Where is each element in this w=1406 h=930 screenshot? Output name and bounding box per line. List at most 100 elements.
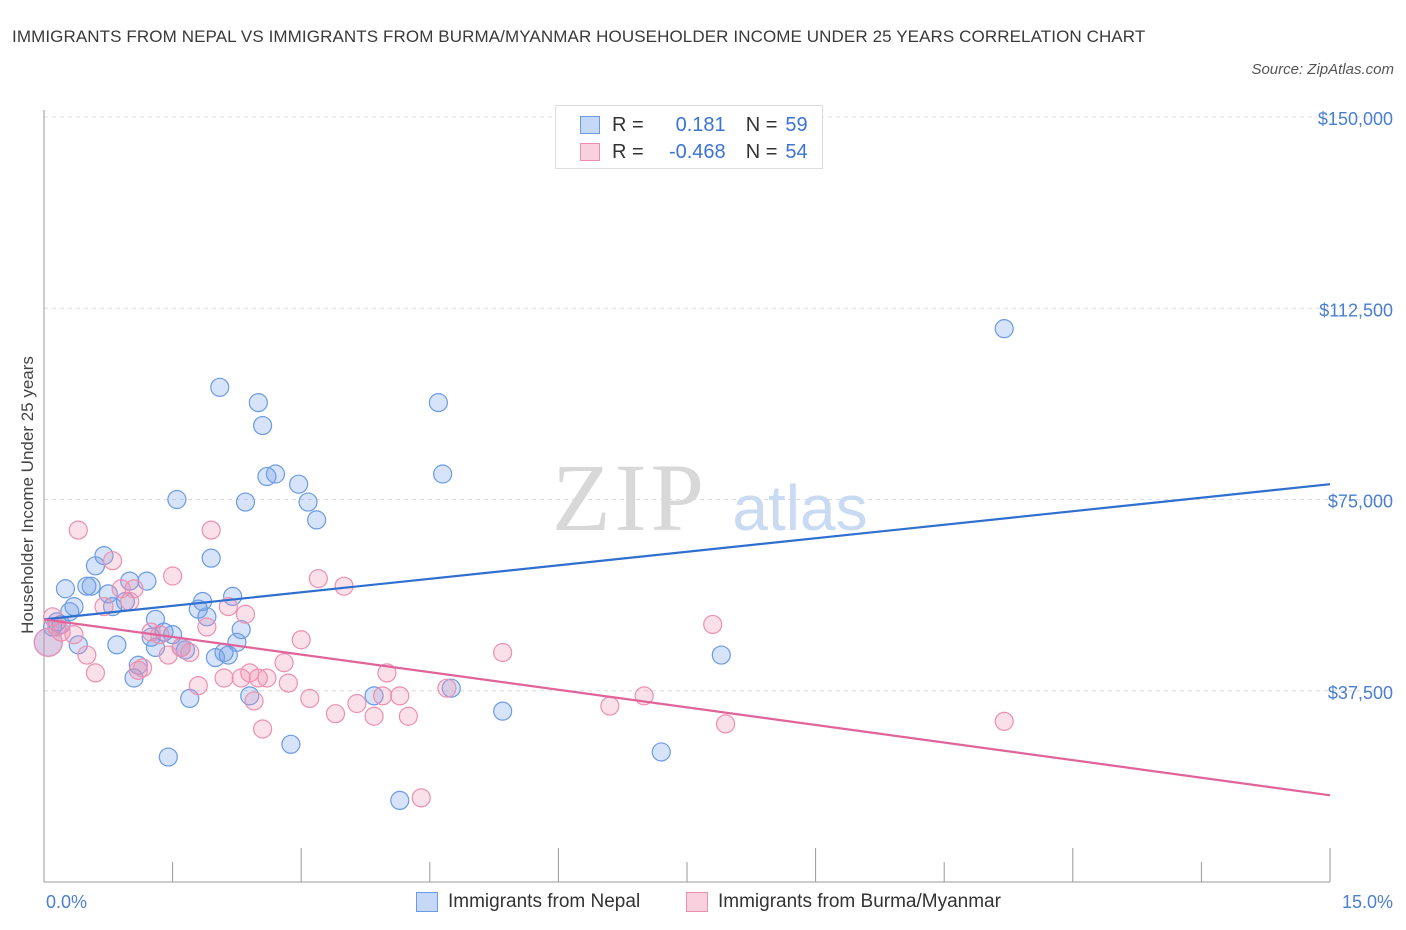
correlation-legend: R = 0.181 N = 59 R = -0.468 N = 54: [555, 105, 823, 169]
burma-point: [77, 645, 97, 665]
trend-line-nepal: [43, 483, 1331, 621]
nepal-point: [433, 464, 453, 484]
nepal-point: [307, 510, 327, 530]
burma-point: [308, 568, 328, 589]
nepal-point: [253, 415, 273, 436]
burma-point: [132, 658, 153, 678]
nepal-point: [711, 645, 731, 665]
nepal-point: [197, 607, 217, 627]
nepal-point: [235, 492, 256, 512]
legend-row-burma: R = -0.468 N = 54: [580, 139, 808, 165]
x-ticks: [172, 848, 1331, 882]
burma-point: [257, 668, 277, 688]
nepal-point: [298, 492, 318, 512]
burma-point: [163, 566, 183, 586]
series-burma-points: [33, 520, 1014, 808]
x-tick-label-min: 0.0%: [46, 892, 87, 912]
x-tick-label-max: 15.0%: [1342, 892, 1393, 912]
y-tick-label: $150,000: [1318, 109, 1393, 129]
legend-n-value-burma: 54: [785, 140, 808, 163]
legend-r-value-nepal: 0.181: [675, 113, 726, 136]
y-tick-label: $37,500: [1328, 683, 1393, 703]
burma-point: [197, 617, 217, 637]
burma-point: [437, 678, 457, 698]
series-legend-nepal: Immigrants from Nepal: [416, 888, 640, 916]
series-legend-nepal-label: Immigrants from Nepal: [448, 891, 641, 912]
nepal-point: [994, 319, 1014, 339]
burma-point: [398, 706, 418, 726]
legend-r-label: R =: [612, 113, 644, 136]
nepal-point: [64, 596, 84, 617]
burma-point: [180, 642, 200, 663]
burma-point: [244, 691, 264, 711]
nepal-point: [390, 790, 410, 811]
nepal-point: [210, 377, 230, 397]
series-legend-burma: Immigrants from Burma/Myanmar: [686, 888, 1001, 916]
nepal-point: [231, 619, 251, 640]
burma-point: [493, 642, 513, 663]
nepal-point: [651, 742, 671, 762]
nepal-point: [248, 393, 268, 413]
burma-point: [85, 663, 106, 683]
watermark-atlas: atlas: [732, 472, 867, 544]
watermark-zip: ZIP: [552, 444, 708, 551]
nepal-point: [81, 576, 101, 596]
y-tick-labels: $37,500 $75,000 $112,500 $150,000: [1318, 109, 1393, 703]
burma-point: [278, 673, 298, 693]
y-tick-label: $112,500: [1319, 300, 1393, 320]
burma-point: [68, 520, 88, 540]
burma-point: [715, 714, 736, 734]
nepal-swatch-icon: [580, 116, 600, 134]
burma-point: [124, 579, 144, 599]
nepal-legend-icon: [416, 892, 438, 912]
nepal-point: [158, 747, 178, 767]
burma-point: [102, 551, 123, 571]
burma-point: [64, 625, 84, 645]
nepal-point: [428, 393, 448, 413]
burma-point: [214, 668, 234, 688]
series-nepal-points: [33, 319, 1014, 811]
nepal-point: [55, 579, 76, 599]
burma-point: [291, 630, 311, 650]
burma-point: [188, 676, 208, 696]
gridlines: [44, 116, 1393, 692]
burma-point: [347, 693, 367, 714]
nepal-point: [281, 734, 301, 754]
burma-point: [274, 653, 294, 673]
burma-point: [364, 706, 384, 726]
burma-point: [94, 596, 114, 617]
legend-n-label: N =: [745, 140, 778, 163]
trend-line-burma: [43, 618, 1331, 797]
chart-title: IMMIGRANTS FROM NEPAL VS IMMIGRANTS FROM…: [12, 27, 1146, 46]
nepal-point: [77, 576, 97, 596]
burma-point: [325, 704, 346, 724]
legend-row-nepal: R = 0.181 N = 59: [580, 112, 808, 138]
legend-r-label: R =: [612, 140, 644, 163]
burma-point: [377, 663, 397, 683]
trend-lines: [43, 483, 1331, 797]
nepal-point: [289, 474, 309, 494]
burma-point: [390, 686, 410, 706]
nepal-point: [167, 489, 187, 510]
burma-legend-icon: [686, 892, 708, 912]
burma-swatch-icon: [580, 143, 600, 161]
nepal-point: [107, 635, 127, 655]
legend-r-value-burma: -0.468: [668, 140, 726, 163]
burma-point: [373, 686, 393, 706]
burma-point: [994, 711, 1014, 731]
burma-point: [300, 688, 320, 709]
burma-point: [703, 614, 723, 635]
series-legend-burma-label: Immigrants from Burma/Myanmar: [718, 891, 1001, 912]
burma-point: [600, 696, 620, 716]
source-label: Source: ZipAtlas.com: [1251, 61, 1394, 78]
burma-point: [201, 520, 221, 540]
burma-point: [253, 719, 273, 739]
nepal-point: [493, 701, 513, 721]
burma-point: [235, 604, 256, 624]
nepal-point: [201, 548, 221, 568]
burma-point: [218, 596, 238, 617]
legend-n-label: N =: [745, 113, 778, 136]
y-tick-label: $75,000: [1328, 492, 1393, 512]
nepal-point: [98, 584, 118, 604]
